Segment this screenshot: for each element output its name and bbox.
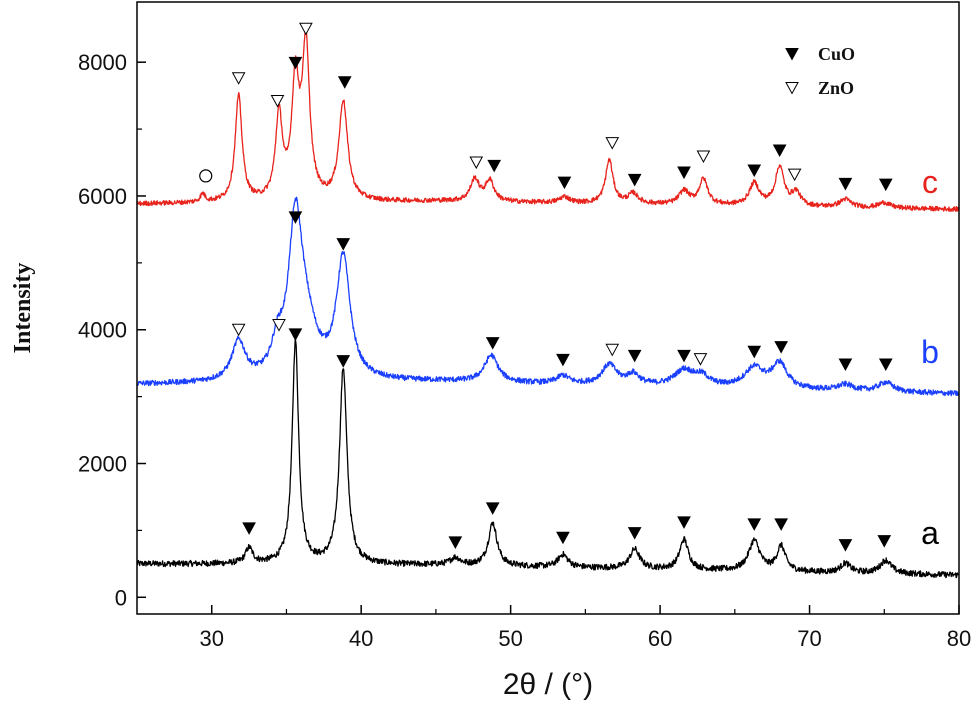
y-tick-label: 6000 [78, 184, 127, 209]
zno-marker [231, 72, 246, 85]
x-tick-label: 70 [797, 626, 821, 651]
cuo-marker [838, 177, 853, 191]
series-labels: a b c [921, 164, 939, 551]
cuo-marker [336, 355, 351, 368]
y-tick-label: 8000 [78, 50, 127, 75]
cuo-marker [747, 345, 762, 359]
cuo-marker [747, 518, 762, 531]
legend-label-cuo: CuO [818, 44, 855, 64]
cuo-marker [627, 173, 642, 187]
zno-marker [696, 150, 711, 164]
legend: CuO ZnO [785, 44, 855, 98]
zno-legend-marker [785, 82, 799, 95]
cuo-marker [774, 518, 788, 531]
cuo-marker [556, 531, 570, 545]
cuo-marker [556, 353, 570, 367]
cuo-marker [878, 178, 893, 192]
y-tick-label: 4000 [78, 318, 127, 343]
series-label-b: b [921, 334, 939, 370]
cuo-marker [485, 502, 500, 515]
cuo-marker [288, 211, 303, 224]
cuo-marker [288, 328, 303, 341]
cuo-marker [557, 176, 572, 190]
cuo-marker [772, 144, 787, 158]
zno-marker [605, 137, 620, 150]
cuo-marker [747, 164, 762, 178]
x-tick-label: 50 [498, 626, 522, 651]
cuo-marker [485, 337, 500, 350]
plot-frame [136, 1, 960, 615]
series-line-a [136, 337, 960, 579]
zno-marker [693, 353, 708, 366]
y-axis-title: Intensity [10, 263, 36, 354]
series-line-b [136, 196, 960, 397]
series-line-c [136, 28, 960, 212]
cuo-marker [677, 516, 691, 529]
cuo-marker [627, 527, 642, 540]
other-phase-marker [199, 169, 213, 183]
cuo-legend-marker [785, 48, 799, 61]
zno-marker [787, 168, 802, 182]
axis-layer: 30 40 50 60 70 80 0 2000 4000 6000 8000 [78, 50, 971, 651]
marker-layer [199, 22, 893, 552]
series-label-c: c [922, 164, 938, 200]
x-axis-title: 2θ / (°) [503, 668, 593, 701]
cuo-marker [242, 522, 256, 535]
legend-label-zno: ZnO [818, 78, 854, 98]
cuo-marker [774, 341, 788, 354]
cuo-marker [448, 536, 463, 549]
cuo-marker [487, 159, 502, 173]
cuo-marker [677, 166, 691, 180]
cuo-marker [337, 76, 352, 89]
cuo-marker [627, 349, 642, 363]
cuo-marker [288, 56, 303, 70]
cuo-marker [677, 349, 691, 363]
series-layer [136, 28, 960, 579]
cuo-marker [838, 358, 853, 372]
series-label-a: a [921, 515, 939, 551]
zno-marker [605, 343, 620, 357]
cuo-marker [838, 539, 853, 552]
zno-marker [299, 22, 313, 36]
y-tick-label: 0 [115, 585, 127, 610]
x-tick-label: 60 [648, 626, 672, 651]
zno-marker [270, 94, 285, 108]
cuo-marker [336, 238, 351, 251]
zno-marker [272, 319, 286, 332]
x-tick-label: 30 [199, 626, 223, 651]
zno-marker [469, 156, 484, 170]
cuo-marker [878, 358, 893, 372]
x-tick-label: 80 [947, 626, 971, 651]
x-tick-label: 40 [349, 626, 373, 651]
zno-marker [231, 323, 246, 337]
cuo-marker [877, 535, 892, 548]
y-tick-label: 2000 [78, 452, 127, 477]
